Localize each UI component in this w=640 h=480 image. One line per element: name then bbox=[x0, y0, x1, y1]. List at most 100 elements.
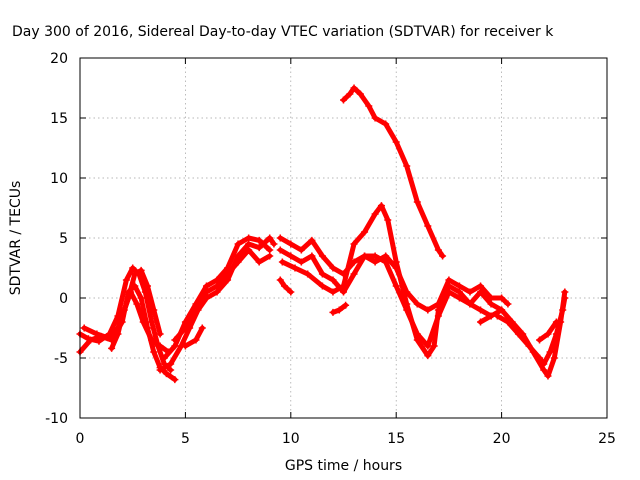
data-point bbox=[255, 258, 263, 266]
y-tick-label: 10 bbox=[50, 171, 68, 187]
data-point bbox=[413, 198, 421, 206]
data-point bbox=[133, 300, 141, 308]
data-point bbox=[276, 234, 284, 242]
data-point bbox=[255, 236, 263, 244]
y-tick-label: 5 bbox=[59, 231, 68, 247]
data-point bbox=[466, 288, 474, 296]
y-tick-label: 15 bbox=[50, 111, 68, 127]
data-point bbox=[266, 234, 274, 242]
data-point bbox=[297, 246, 305, 254]
data-point bbox=[350, 84, 358, 92]
series-16 bbox=[493, 294, 569, 368]
data-point bbox=[122, 276, 130, 284]
chart-title: Day 300 of 2016, Sidereal Day-to-day VTE… bbox=[12, 24, 554, 40]
data-point bbox=[139, 318, 147, 326]
plot-area bbox=[76, 84, 569, 384]
data-point bbox=[392, 138, 400, 146]
data-point bbox=[424, 352, 432, 360]
data-point bbox=[504, 318, 512, 326]
data-point bbox=[171, 336, 179, 344]
data-point bbox=[329, 264, 337, 272]
data-point bbox=[371, 258, 379, 266]
x-tick-label: 25 bbox=[598, 431, 616, 447]
data-point bbox=[150, 306, 158, 314]
data-point bbox=[202, 282, 210, 290]
data-point bbox=[291, 264, 299, 272]
data-point bbox=[287, 288, 295, 296]
data-point bbox=[171, 342, 179, 350]
data-point bbox=[559, 306, 567, 314]
data-point bbox=[434, 306, 442, 314]
data-point bbox=[392, 282, 400, 290]
data-point bbox=[361, 228, 369, 236]
data-point bbox=[392, 258, 400, 266]
axis-ticks: 0 5 10 15 20 25 -10 -5 0 5 10 15 20 bbox=[45, 51, 616, 447]
data-point bbox=[280, 282, 288, 290]
data-point bbox=[424, 342, 432, 350]
data-point bbox=[540, 360, 548, 368]
x-tick-label: 10 bbox=[282, 431, 300, 447]
data-point bbox=[403, 162, 411, 170]
data-point bbox=[371, 252, 379, 260]
data-point bbox=[377, 202, 385, 210]
data-point bbox=[335, 306, 343, 314]
data-point bbox=[413, 336, 421, 344]
data-point bbox=[540, 366, 548, 374]
data-point bbox=[439, 252, 447, 260]
series-17 bbox=[536, 318, 560, 344]
data-point bbox=[137, 266, 145, 274]
data-point bbox=[561, 288, 569, 296]
data-point bbox=[171, 376, 179, 384]
data-point bbox=[308, 252, 316, 260]
data-point bbox=[384, 216, 392, 224]
data-point bbox=[445, 276, 453, 284]
data-point bbox=[356, 90, 364, 98]
data-point bbox=[455, 282, 463, 290]
data-point bbox=[150, 348, 158, 356]
y-tick-label: 0 bbox=[59, 291, 68, 307]
data-point bbox=[93, 330, 101, 338]
x-tick-label: 0 bbox=[76, 431, 85, 447]
data-point bbox=[552, 318, 560, 326]
data-point bbox=[270, 240, 278, 248]
data-point bbox=[477, 306, 485, 314]
series-4 bbox=[108, 266, 164, 352]
data-point bbox=[455, 288, 463, 296]
data-point bbox=[329, 308, 337, 316]
data-point bbox=[266, 246, 274, 254]
data-point bbox=[413, 300, 421, 308]
data-point bbox=[143, 282, 151, 290]
y-axis-label: SDTVAR / TECUs bbox=[8, 181, 24, 296]
data-point bbox=[181, 342, 189, 350]
data-point bbox=[424, 306, 432, 314]
data-point bbox=[95, 337, 103, 345]
data-point bbox=[546, 348, 554, 356]
series-9 bbox=[276, 276, 295, 296]
data-point bbox=[340, 282, 347, 290]
data-point bbox=[137, 294, 145, 302]
data-point bbox=[361, 252, 369, 260]
y-tick-label: 20 bbox=[50, 51, 68, 67]
data-point bbox=[213, 288, 221, 296]
series-7 bbox=[171, 246, 274, 344]
data-point bbox=[255, 244, 263, 252]
data-point bbox=[487, 312, 495, 320]
data-point bbox=[318, 282, 326, 290]
data-point bbox=[424, 222, 432, 230]
data-point bbox=[278, 258, 286, 266]
data-point bbox=[382, 120, 390, 128]
data-point bbox=[304, 270, 312, 278]
series-5 bbox=[156, 234, 278, 374]
data-point bbox=[198, 324, 206, 332]
data-point bbox=[245, 234, 253, 242]
data-point bbox=[192, 336, 200, 344]
data-point bbox=[156, 330, 164, 338]
data-point bbox=[536, 354, 544, 362]
series-8 bbox=[181, 324, 206, 350]
data-point bbox=[382, 258, 390, 266]
data-point bbox=[340, 96, 347, 104]
data-point bbox=[148, 336, 156, 344]
grid bbox=[80, 58, 607, 418]
data-point bbox=[340, 288, 347, 296]
